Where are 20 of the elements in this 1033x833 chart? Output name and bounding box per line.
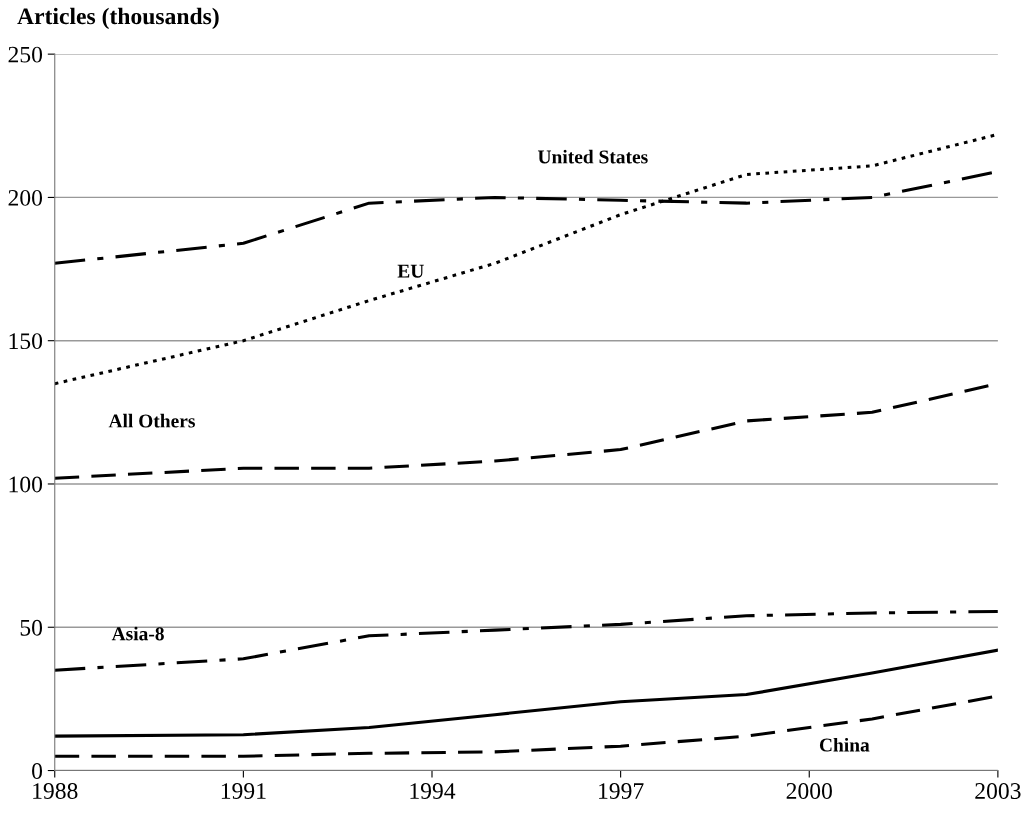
x-tick-label: 2003: [975, 783, 1021, 799]
x-tick-label: 1988: [33, 783, 78, 799]
y-tick-label: 200: [8, 189, 43, 206]
series-label: EU: [397, 264, 424, 278]
y-tick-label: 50: [20, 619, 43, 636]
y-tick-label: 250: [8, 46, 43, 63]
x-tick-label: 1994: [410, 783, 456, 799]
y-tick-label: 100: [9, 476, 43, 493]
x-tick-label: 2000: [786, 783, 832, 799]
series-label: United States: [537, 149, 648, 164]
y-tick-label: 150: [9, 333, 43, 350]
text: All Others: [108, 413, 195, 428]
x-tick-label: 1997: [599, 783, 644, 799]
series-label: Asia-8: [111, 626, 164, 641]
line-series: [54, 609, 998, 672]
series-label: China: [819, 737, 870, 752]
line-series: [54, 648, 998, 738]
y-tick-label: 0: [32, 763, 43, 779]
x-tick-label: 1991: [221, 783, 266, 799]
y-axis-title: Articles (thousands): [17, 7, 219, 30]
